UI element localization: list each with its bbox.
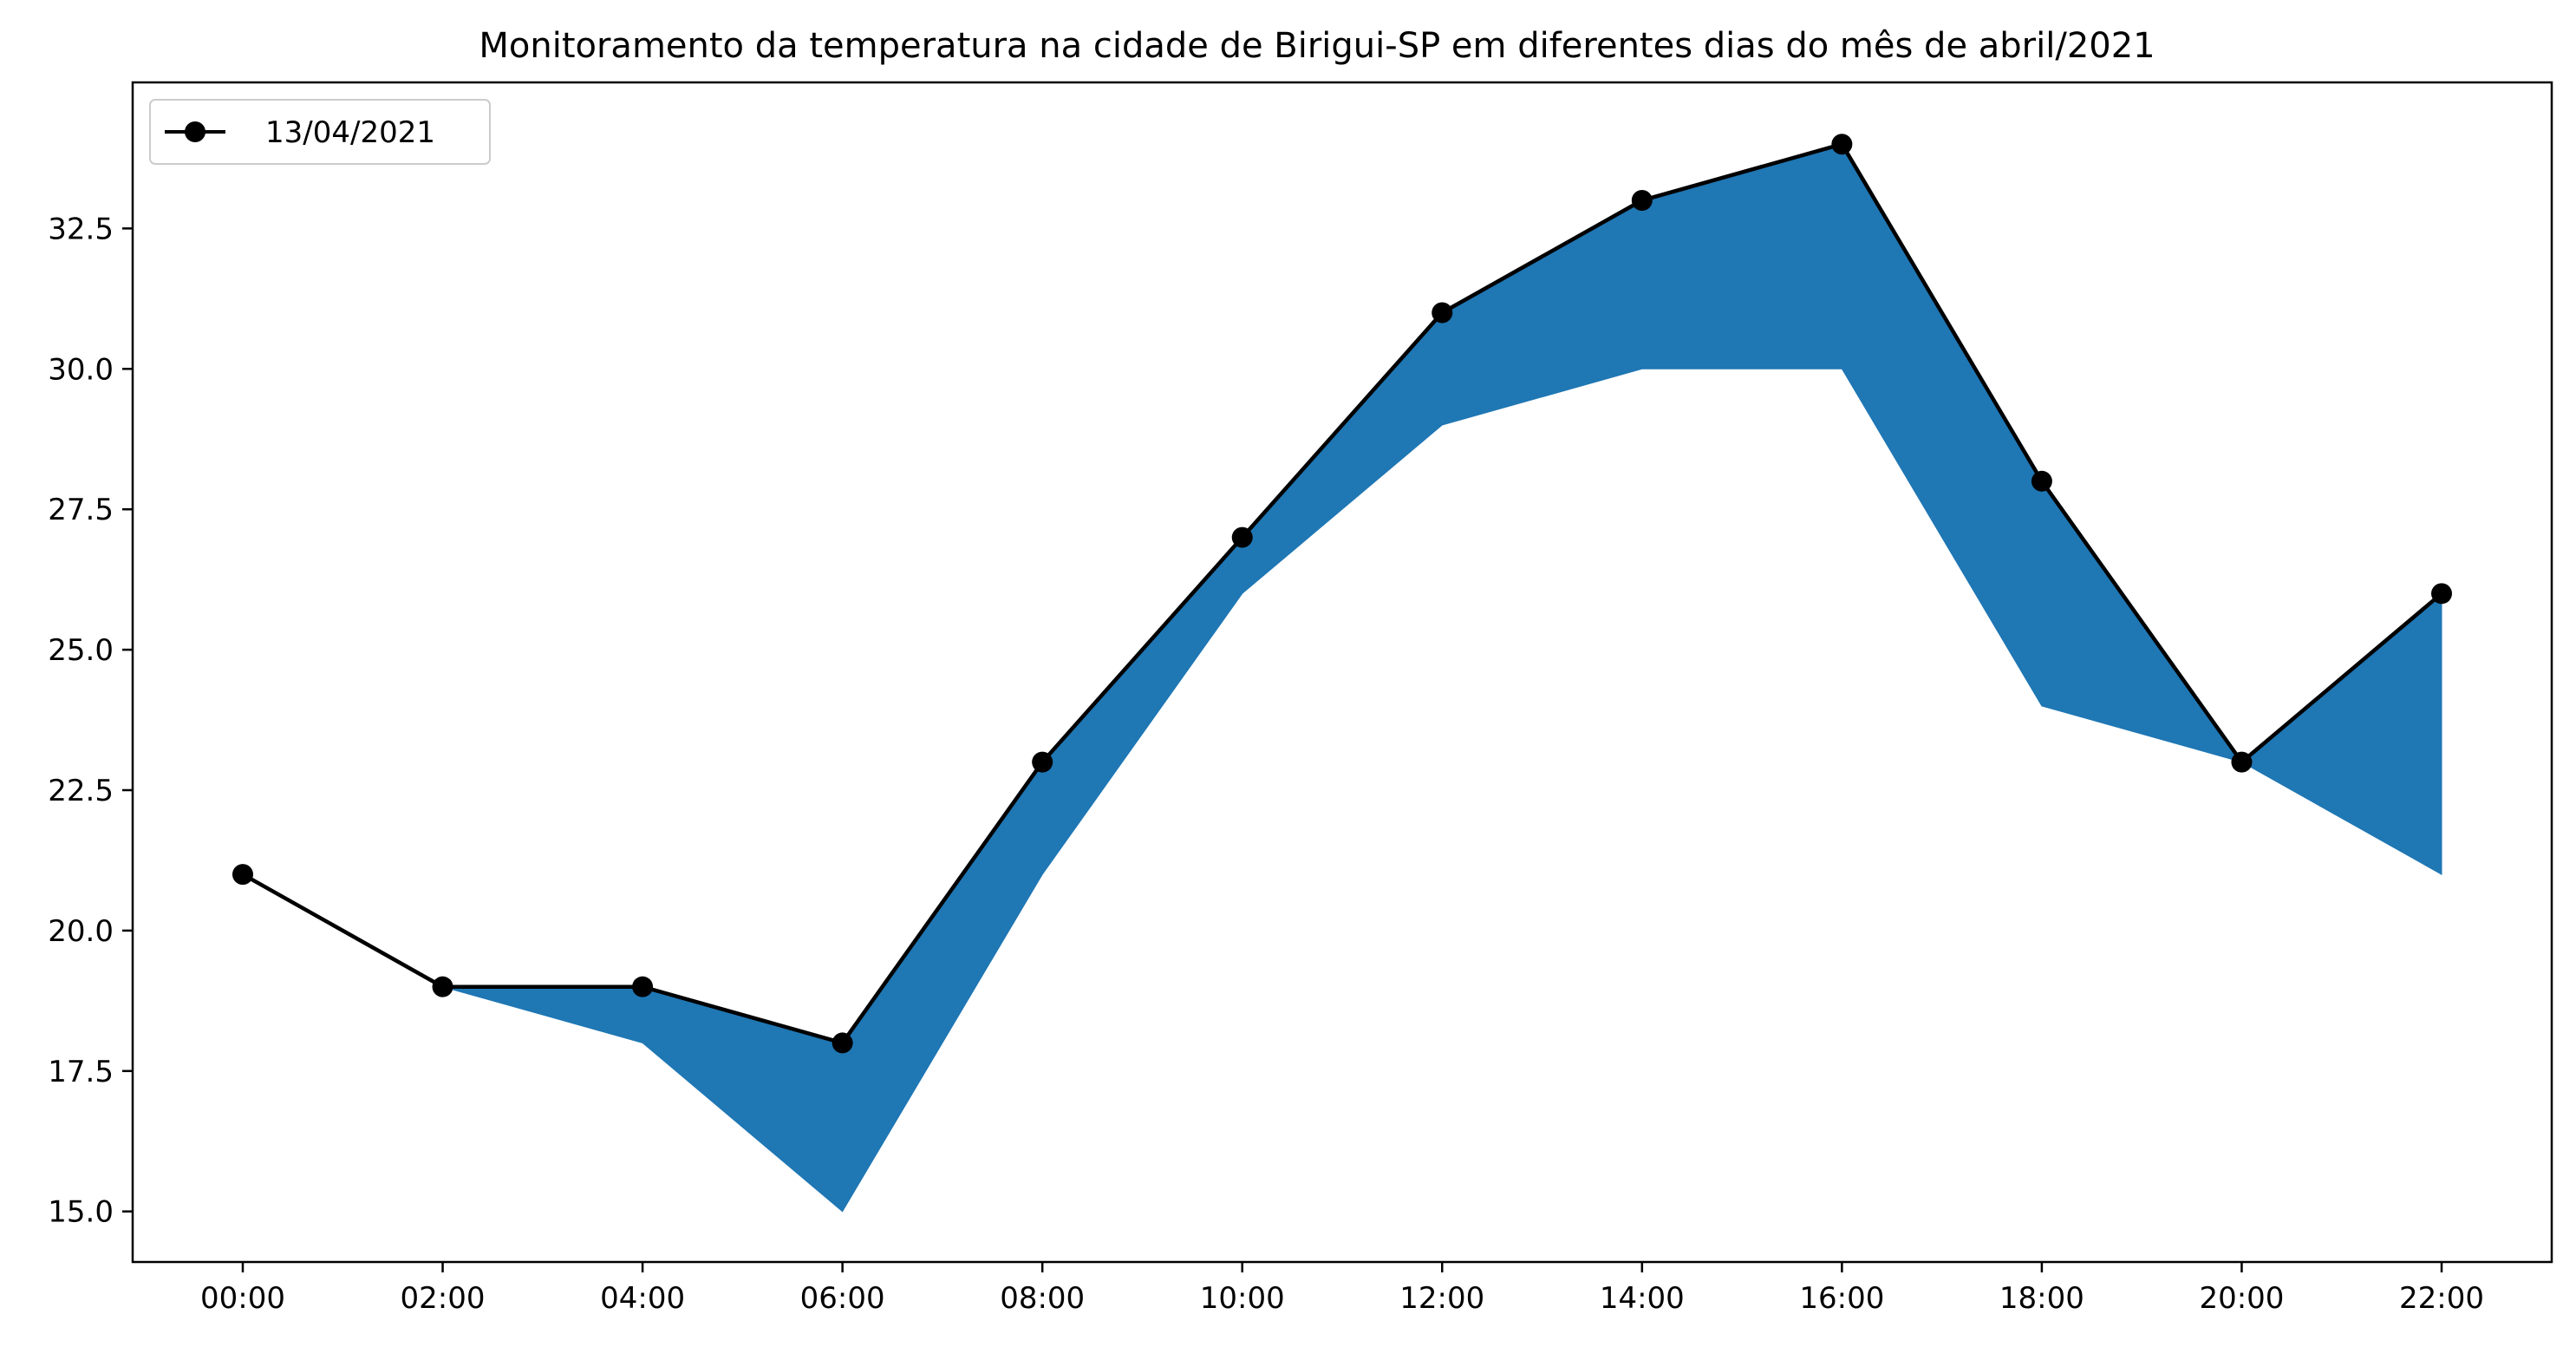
data-point: [232, 864, 253, 886]
x-tick-label: 06:00: [800, 1281, 885, 1316]
x-axis: 00:00 02:00 04:00 06:00 08:00 10:00 12:00 14:00…: [200, 1262, 2484, 1316]
data-point: [1831, 134, 1853, 155]
y-tick-label: 32.5: [48, 212, 114, 246]
y-tick-label: 15.0: [48, 1195, 114, 1230]
x-tick-label: 04:00: [600, 1281, 685, 1316]
data-point: [632, 976, 654, 997]
series-line: [241, 141, 2443, 1045]
y-tick-label: 27.5: [48, 493, 114, 527]
x-tick-label: 16:00: [1799, 1281, 1884, 1316]
x-tick-label: 18:00: [1999, 1281, 2084, 1316]
x-tick-label: 12:00: [1399, 1281, 1484, 1316]
legend: 13/04/2021: [149, 99, 491, 165]
x-tick-label: 00:00: [200, 1281, 285, 1316]
data-point: [1431, 302, 1453, 324]
data-point: [2431, 583, 2452, 605]
x-tick-label: 22:00: [2399, 1281, 2484, 1316]
data-point: [432, 976, 453, 997]
legend-marker-swatch: [185, 121, 205, 142]
series-marker-layer: [232, 134, 2452, 1054]
legend-box: [149, 99, 491, 165]
data-point: [1032, 751, 1053, 773]
plot-frame: [131, 81, 2553, 1264]
y-tick-label: 30.0: [48, 352, 114, 387]
x-tick-label: 10:00: [1200, 1281, 1285, 1316]
data-point: [1631, 190, 1653, 211]
legend-label: 13/04/2021: [265, 115, 435, 150]
x-tick-label: 14:00: [1600, 1281, 1685, 1316]
chart-title: Monitoramento da temperatura na cidade d…: [479, 26, 2155, 66]
data-point: [2231, 751, 2253, 773]
y-tick-label: 22.5: [48, 774, 114, 808]
x-tick-label: 20:00: [2199, 1281, 2284, 1316]
data-point: [831, 1032, 853, 1054]
x-tick-label: 02:00: [401, 1281, 486, 1316]
y-tick-label: 25.0: [48, 633, 114, 668]
x-tick-label: 08:00: [1000, 1281, 1085, 1316]
series-line-layer: [241, 141, 2443, 1045]
data-point: [1231, 526, 1253, 548]
data-point: [2031, 470, 2052, 492]
y-tick-label: 17.5: [48, 1055, 114, 1089]
y-tick-label: 20.0: [48, 914, 114, 949]
y-axis: 15.0 17.5 20.0 22.5 25.0 27.5 30.0 32.5: [48, 212, 133, 1230]
